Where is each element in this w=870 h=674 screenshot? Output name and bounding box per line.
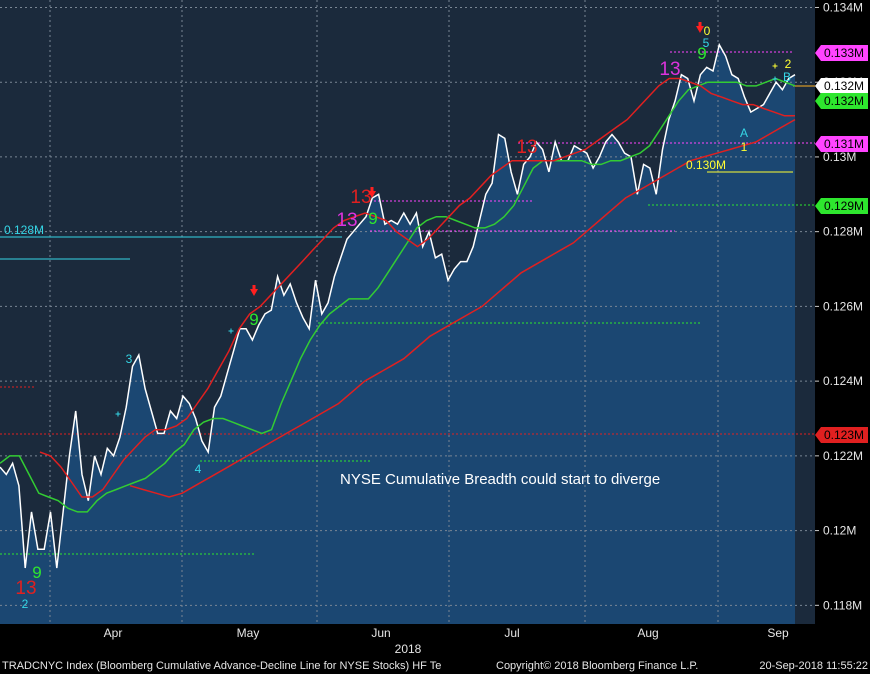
chart-annotation: 9 [697,44,706,63]
footer-timestamp: 20-Sep-2018 11:55:22 [759,660,868,672]
x-tick-label: Jul [504,626,519,640]
price-tag [815,78,868,94]
moving-average-slow [129,118,796,498]
chart-annotation: A [740,126,748,140]
x-tick-label: Jun [371,626,390,640]
chart-annotation: 9 [368,209,377,228]
y-tick-label: 0.12M [823,524,856,538]
y-tick-label: 0.124M [823,374,863,388]
price-tag-label: 0.132M [824,94,864,108]
chart-annotation: 13 [336,210,357,231]
price-tag-label: 0.129M [824,199,864,213]
y-tick-label: 0.13M [823,150,856,164]
x-tick-label: May [237,626,260,640]
cross-marker [115,411,121,417]
chart-annotation: 2 [785,57,792,71]
y-tick-label: 0.128M [823,225,863,239]
chart-annotation: 13 [516,137,537,158]
chart-annotation: NYSE Cumulative Breadth could start to d… [340,471,660,488]
chart-annotation: 0.130M [686,158,726,172]
sell-arrow-marker [250,285,258,296]
footer-copyright: Copyright© 2018 Bloomberg Finance L.P. [496,660,699,672]
price-tag [815,45,868,61]
y-tick-label: 0.134M [823,0,863,14]
chart-annotation: 2 [22,597,29,611]
chart-annotation: 13 [659,59,680,80]
price-tag-label: 0.123M [824,428,864,442]
moving-average-mid [39,77,795,498]
x-axis-year-label: 2018 [395,642,422,656]
x-tick-label: Sep [767,626,789,640]
sell-arrow-marker [696,22,704,33]
cross-marker [772,63,778,69]
x-axis-panel [0,624,870,674]
chart-annotation: B [783,70,791,84]
chart-annotation: 9 [249,310,258,329]
chart-annotation: 0 [704,24,711,38]
cross-marker [228,328,234,334]
x-tick-label: Aug [637,626,658,640]
chart-annotation: 5 [703,36,710,50]
y-tick-label: 0.122M [823,449,863,463]
price-tag-label: 0.132M [824,79,864,93]
breadth-line [0,42,796,569]
price-tag-label: 0.133M [824,46,864,60]
x-tick-label: Apr [104,626,123,640]
chart-annotation: 3 [126,352,133,366]
chart-annotation: 0.128M [4,223,44,237]
price-tag [815,198,868,214]
chart-annotation: 9 [32,563,41,582]
breadth-area-fill [0,44,795,625]
price-tag-label: 0.131M [824,137,864,151]
footer-security-name: TRADCNYC Index (Bloomberg Cumulative Adv… [2,660,442,672]
chart-annotation: 4 [195,462,202,476]
price-tag [815,93,868,109]
price-tag [815,136,868,152]
moving-average-fast [0,77,796,513]
chart-annotation: 13 [15,578,36,599]
cross-marker [772,76,778,82]
y-tick-label: 0.126M [823,299,863,313]
chart-annotation: 13 [350,187,371,208]
sell-arrow-marker [368,187,376,198]
price-tag [815,427,868,443]
y-tick-label: 0.118M [823,598,862,612]
chart-annotation: 1 [741,140,748,154]
